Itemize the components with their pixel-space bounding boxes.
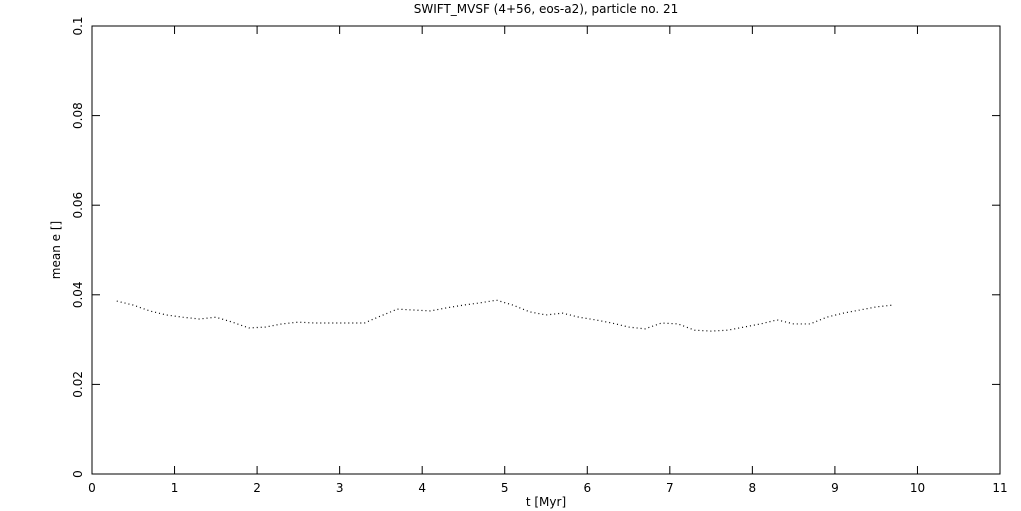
data-line bbox=[116, 299, 893, 332]
x-tick-label: 2 bbox=[253, 481, 261, 495]
y-tick-label: 0.04 bbox=[71, 281, 85, 308]
y-tick-label: 0.02 bbox=[71, 371, 85, 398]
x-tick-label: 3 bbox=[336, 481, 344, 495]
y-axis-label: mean e [] bbox=[49, 221, 63, 279]
x-tick-label: 5 bbox=[501, 481, 509, 495]
x-tick-label: 10 bbox=[910, 481, 925, 495]
x-tick-label: 6 bbox=[583, 481, 591, 495]
y-tick-label: 0 bbox=[71, 470, 85, 478]
x-tick-label: 8 bbox=[749, 481, 757, 495]
plot-frame bbox=[91, 25, 1001, 475]
x-tick-label: 0 bbox=[88, 481, 96, 495]
x-tick-label: 1 bbox=[171, 481, 179, 495]
x-tick-label: 4 bbox=[418, 481, 426, 495]
x-tick-label: 11 bbox=[992, 481, 1007, 495]
chart-title: SWIFT_MVSF (4+56, eos-a2), particle no. … bbox=[414, 2, 679, 16]
x-tick-label: 9 bbox=[831, 481, 839, 495]
y-tick-label: 0.06 bbox=[71, 192, 85, 219]
y-tick-label: 0.1 bbox=[71, 16, 85, 35]
x-axis-label: t [Myr] bbox=[526, 495, 566, 509]
y-tick-label: 0.08 bbox=[71, 102, 85, 129]
x-tick-label: 7 bbox=[666, 481, 674, 495]
